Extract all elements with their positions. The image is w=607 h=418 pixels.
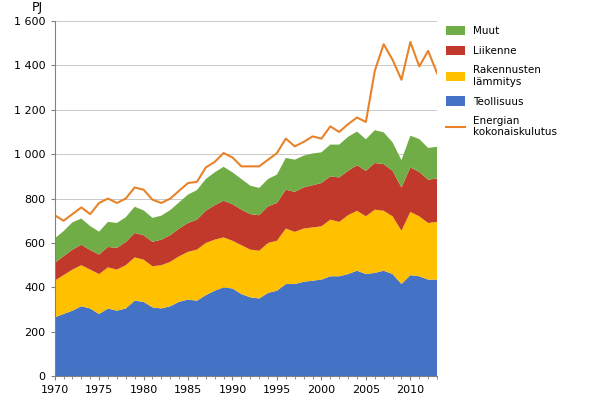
Legend: Muut, Liikenne, Rakennusten
lämmitys, Teollisuus, Energian
kokonaiskulutus: Muut, Liikenne, Rakennusten lämmitys, Te… [446,26,557,138]
Text: PJ: PJ [32,1,43,14]
